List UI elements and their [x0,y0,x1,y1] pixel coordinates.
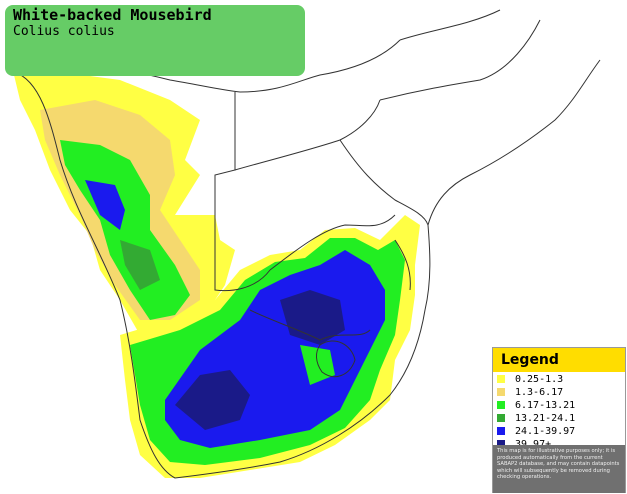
coverage-layer [14,72,420,478]
coverage-region [280,290,345,345]
border-line [399,9,501,41]
border-line [214,92,396,292]
legend-label: 0.25-1.3 [515,373,564,385]
coverage-region [175,370,250,430]
legend-swatch [497,414,505,422]
legend-item: 0.25-1.3 [493,373,625,385]
title-panel: White-backed Mousebird Colius colius [5,5,305,76]
legend-label: 13.21-24.1 [515,412,576,424]
legend-swatch [497,440,505,448]
legend-label: 24.1-39.97 [515,425,576,437]
border-line [339,139,429,226]
border-line [249,309,371,341]
legend-item: 39.97+ [493,438,625,450]
legend-label: 6.17-13.21 [515,399,576,411]
legend-item: 6.17-13.21 [493,399,625,411]
species-scientific-name: Colius colius [13,24,115,39]
legend-item: 24.1-39.97 [493,425,625,437]
border-line [234,99,381,171]
legend-item: 1.3-6.17 [493,386,625,398]
legend-swatch [497,401,505,409]
legend-heading: Legend [493,348,625,372]
legend-swatch [497,388,505,396]
border-line [394,239,411,291]
legend-item: 13.21-24.1 [493,412,625,424]
legend-label: 1.3-6.17 [515,386,564,398]
disclaimer-note: This map is for illustrative purposes on… [493,445,625,493]
border-line [379,19,541,101]
lesotho-border [316,340,356,378]
legend-label: 39.97+ [515,438,552,450]
coastline [13,59,601,479]
species-common-name: White-backed Mousebird [13,6,212,24]
legend-swatch [497,427,505,435]
coverage-region [85,180,125,230]
legend-swatch [497,375,505,383]
legend: Legend 0.25-1.3 1.3-6.17 6.17-13.21 13.2… [492,347,626,493]
coverage-region [120,240,160,290]
